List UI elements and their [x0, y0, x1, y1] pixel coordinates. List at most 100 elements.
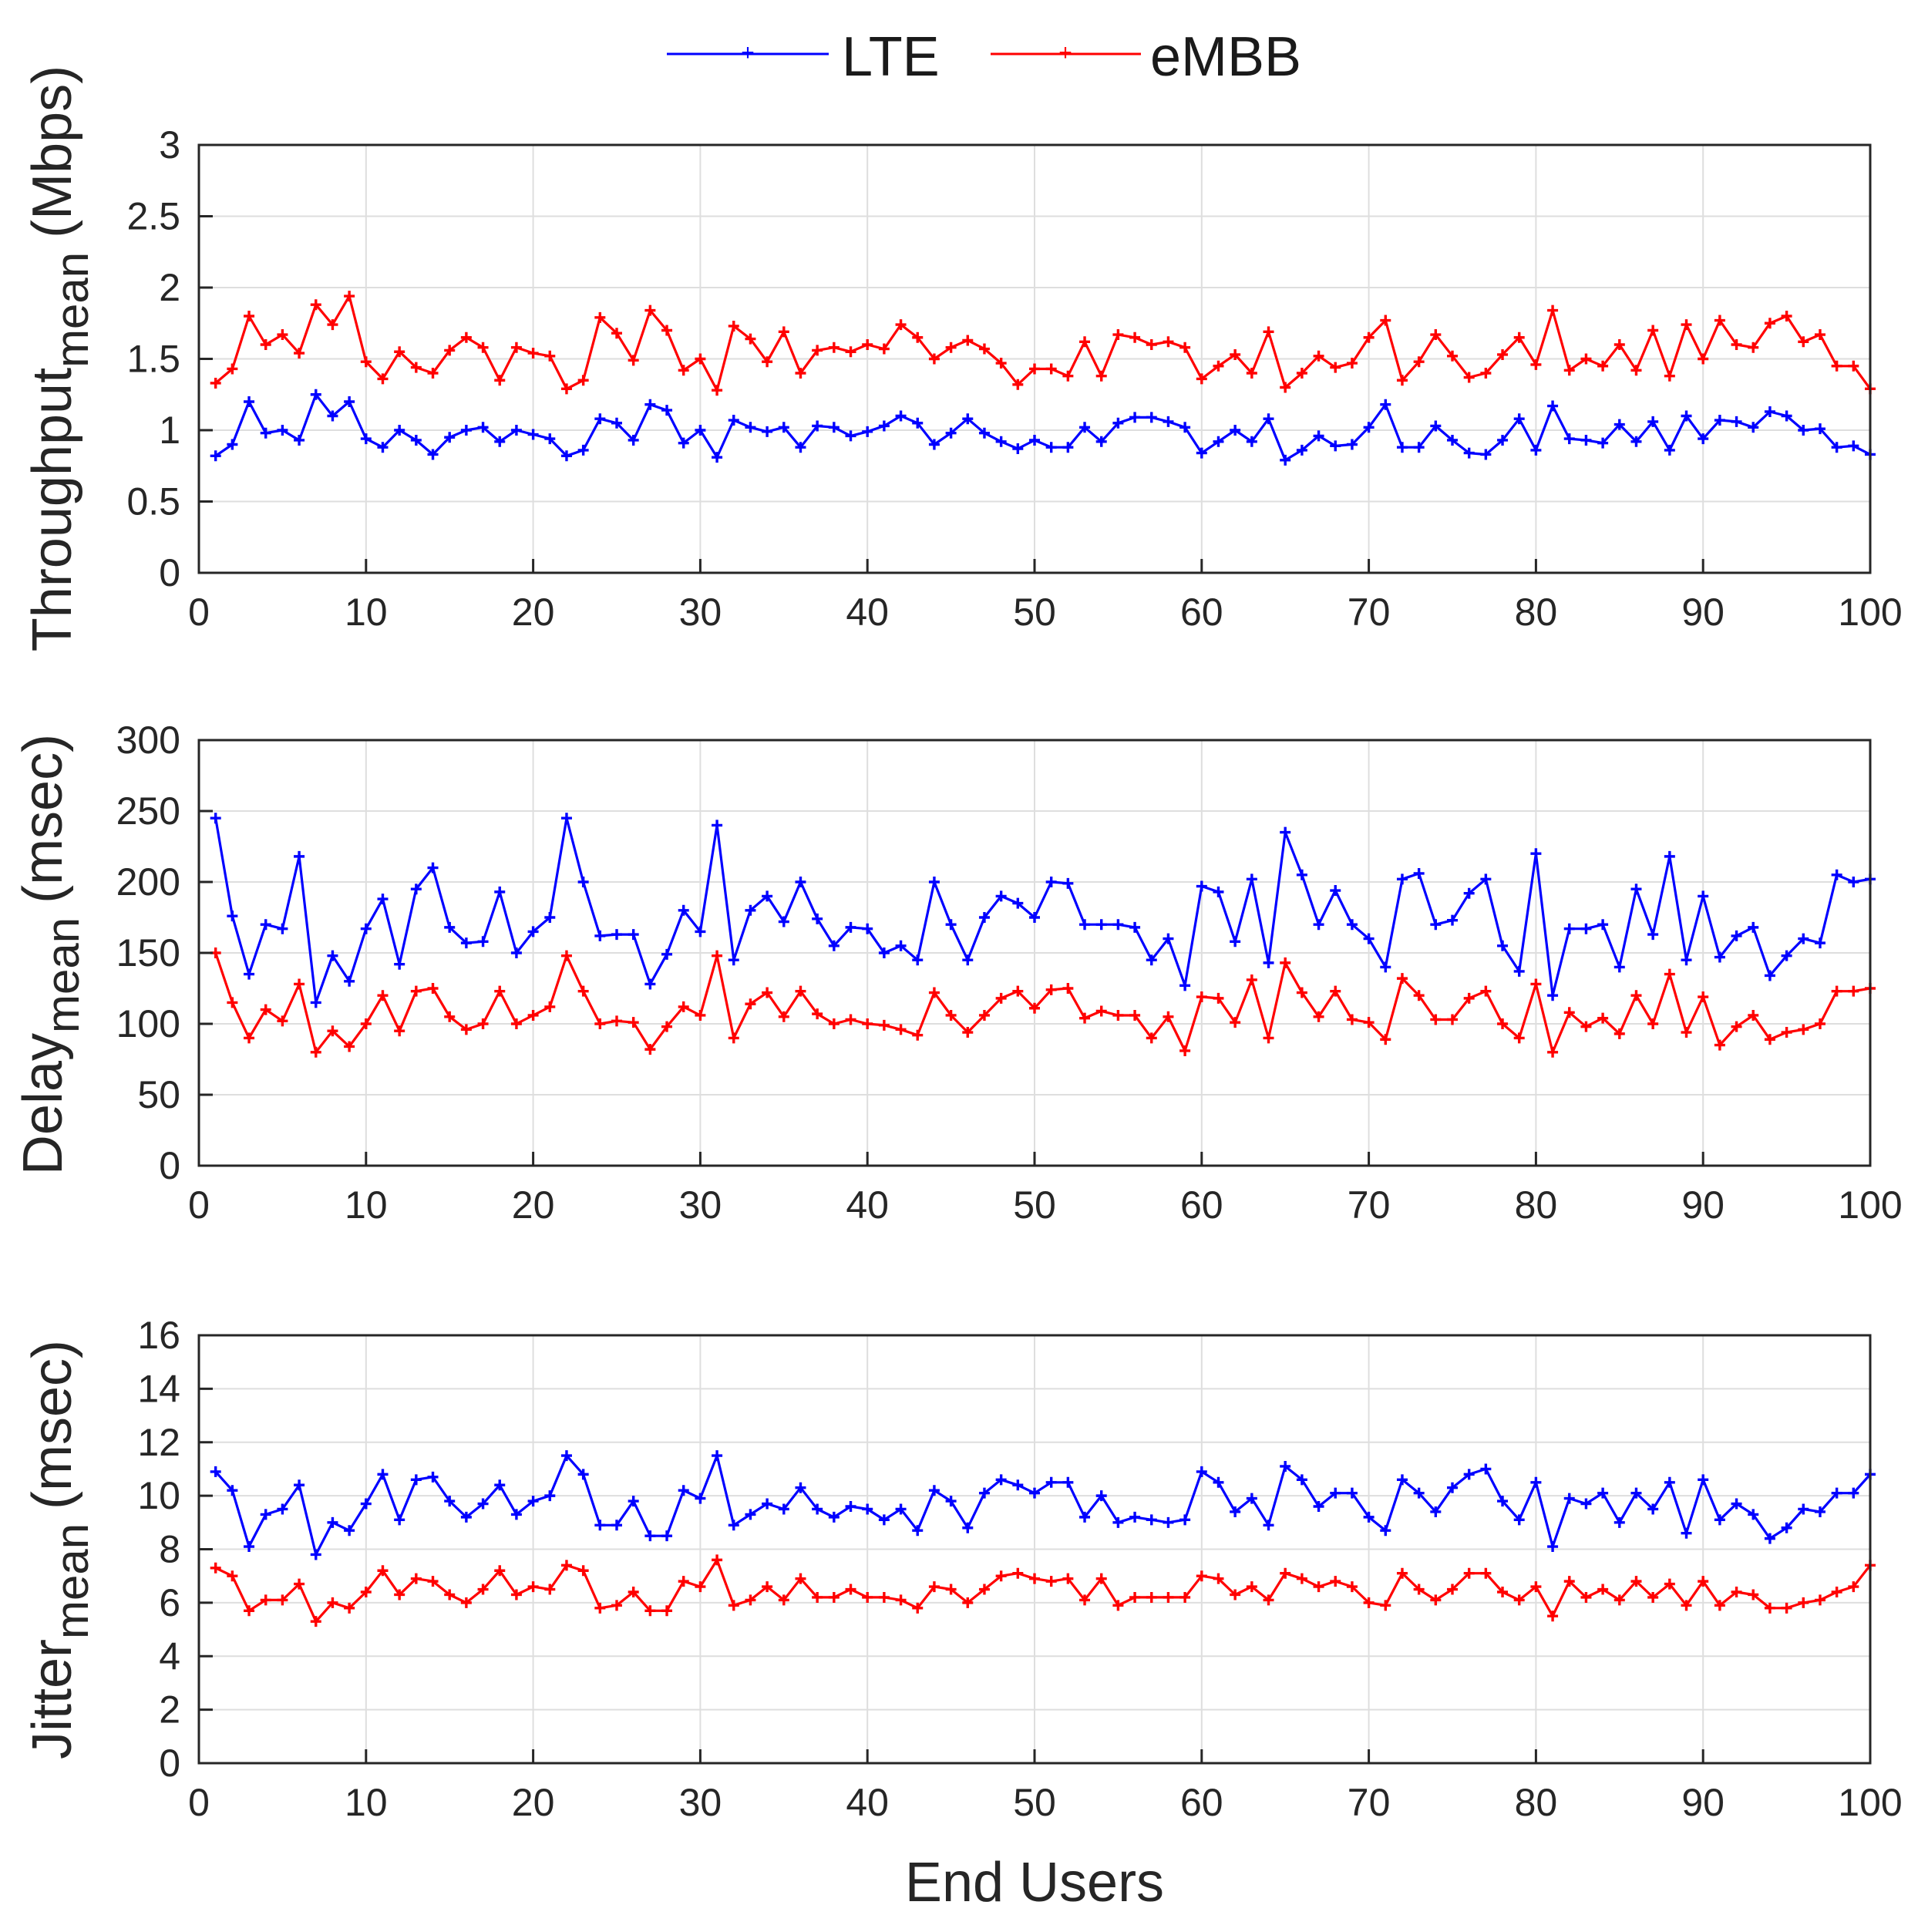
jitter-ytick-label-4: 4: [159, 1634, 180, 1678]
jitter-embb-point-73: [1413, 1584, 1425, 1595]
delay-x-ticks: 0 10 20 30 40 50 60 70 80 90 100: [188, 1152, 1903, 1227]
delay-embb-point-94: [1764, 1034, 1775, 1045]
throughput-embb-point-82: [1563, 365, 1575, 376]
throughput-lte-point-43: [912, 417, 924, 429]
throughput-lte-point-99: [1848, 440, 1859, 452]
throughput-embb-point-11: [377, 373, 389, 385]
delay-embb-point-75: [1447, 1014, 1458, 1025]
delay-lte-point-15: [444, 921, 456, 933]
jitter-embb-point-91: [1714, 1600, 1725, 1611]
throughput-lte-point-26: [628, 434, 639, 446]
throughput-embb-point-54: [1095, 370, 1107, 382]
throughput-embb-point-93: [1748, 342, 1759, 353]
delay-embb-point-12: [394, 1025, 405, 1037]
throughput-lte-point-10: [360, 433, 372, 445]
delay-embb-point-65: [1280, 957, 1291, 968]
jitter-embb-point-17: [477, 1584, 489, 1595]
jitter-lte-point-94: [1764, 1533, 1775, 1544]
jitter-x-ticks: 0 10 20 30 40 50 60 70 80 90 100: [188, 1749, 1903, 1824]
jitter-embb-point-28: [661, 1605, 673, 1617]
jitter-lte-point-26: [628, 1496, 639, 1507]
jitter-embb-point-22: [560, 1560, 572, 1571]
delay-xtick-label-50: 50: [1013, 1183, 1056, 1227]
throughput-embb-point-50: [1029, 363, 1040, 375]
delay-lte-point-70: [1363, 933, 1375, 944]
jitter-embb-point-87: [1647, 1591, 1659, 1603]
delay-embb-point-5: [277, 1015, 288, 1027]
delay-lte-point-74: [1430, 919, 1442, 931]
throughput-lte-point-49: [1012, 443, 1024, 455]
delay-lte-point-75: [1447, 914, 1458, 926]
jitter-lte-point-37: [812, 1503, 823, 1515]
delay-embb-point-80: [1530, 978, 1542, 990]
throughput-embb-point-29: [678, 365, 689, 376]
throughput-ytick-label-0.5: 0.5: [126, 480, 180, 523]
jitter-lte-point-70: [1363, 1511, 1375, 1523]
jitter-embb-point-57: [1146, 1591, 1157, 1603]
jitter-embb-point-50: [1029, 1573, 1040, 1584]
jitter-lte-point-19: [510, 1509, 522, 1520]
jitter-lte-point-50: [1029, 1487, 1040, 1499]
throughput-lte-point-20: [527, 429, 539, 440]
jitter-ytick-label-8: 8: [159, 1528, 180, 1571]
jitter-ytick-label-0: 0: [159, 1742, 180, 1785]
delay-lte-point-54: [1095, 919, 1107, 931]
delay-lte-point-52: [1062, 877, 1074, 889]
delay-embb-point-79: [1513, 1032, 1525, 1044]
throughput-embb-point-17: [477, 342, 489, 353]
throughput-lte-point-11: [377, 442, 389, 453]
delay-embb-point-28: [661, 1021, 673, 1032]
jitter-lte-point-92: [1731, 1498, 1742, 1510]
jitter-embb-point-29: [678, 1576, 689, 1587]
jitter-lte-point-73: [1413, 1487, 1425, 1499]
delay-embb-point-29: [678, 1001, 689, 1012]
jitter-embb-point-98: [1831, 1587, 1842, 1597]
delay-lte-point-59: [1179, 980, 1191, 991]
jitter-embb-point-94: [1764, 1602, 1775, 1614]
throughput-lte-point-62: [1230, 425, 1241, 436]
delay-lte-point-14: [427, 862, 439, 873]
jitter-embb-point-88: [1664, 1578, 1675, 1590]
throughput-lte-point-8: [327, 410, 338, 422]
jitter-lte-point-2: [227, 1485, 238, 1496]
throughput-embb-point-63: [1246, 368, 1257, 379]
throughput-lte-point-68: [1330, 440, 1341, 452]
throughput-ylabel-unit: (Mbps): [22, 66, 83, 238]
jitter-lte-point-20: [527, 1496, 539, 1507]
jitter-embb-point-86: [1630, 1576, 1642, 1587]
delay-lte-point-3: [244, 968, 255, 980]
throughput-xtick-label-20: 20: [512, 591, 555, 634]
delay-lte-point-95: [1781, 950, 1792, 961]
delay-lte-point-7: [310, 997, 321, 1008]
jitter-lte-point-52: [1062, 1476, 1074, 1488]
delay-embb-point-9: [344, 1041, 355, 1052]
delay-lte-point-37: [812, 913, 823, 924]
throughput-embb-point-88: [1664, 370, 1675, 382]
delay-embb-point-46: [962, 1027, 974, 1038]
throughput-lte-point-58: [1163, 416, 1174, 427]
jitter-ytick-label-10: 10: [137, 1474, 180, 1517]
jitter-lte-point-34: [762, 1498, 773, 1510]
throughput-embb-point-69: [1346, 358, 1358, 369]
delay-embb-point-93: [1748, 1009, 1759, 1021]
throughput-embb-point-30: [695, 353, 706, 365]
delay-lte-point-84: [1597, 919, 1609, 931]
throughput-series: [210, 291, 1876, 466]
throughput-ylabel-base: Throughput: [22, 368, 83, 651]
legend-lte-label: LTE: [842, 26, 940, 88]
jitter-embb-point-81: [1547, 1611, 1559, 1622]
jitter-lte-point-41: [878, 1514, 890, 1526]
delay-lte-point-94: [1764, 970, 1775, 981]
throughput-lte-point-85: [1613, 419, 1625, 430]
delay-embb-point-58: [1163, 1011, 1174, 1022]
delay-embb-point-73: [1413, 990, 1425, 1001]
jitter-lte-point-96: [1798, 1503, 1809, 1515]
legend-embb-marker: +: [1058, 40, 1072, 66]
delay-lte-point-29: [678, 904, 689, 916]
jitter-embb-point-19: [510, 1589, 522, 1600]
jitter-lte-point-79: [1513, 1514, 1525, 1526]
jitter-embb-point-20: [527, 1581, 539, 1593]
delay-embb-point-18: [494, 985, 506, 997]
throughput-embb-point-57: [1146, 339, 1157, 350]
delay-embb-point-57: [1146, 1032, 1157, 1044]
